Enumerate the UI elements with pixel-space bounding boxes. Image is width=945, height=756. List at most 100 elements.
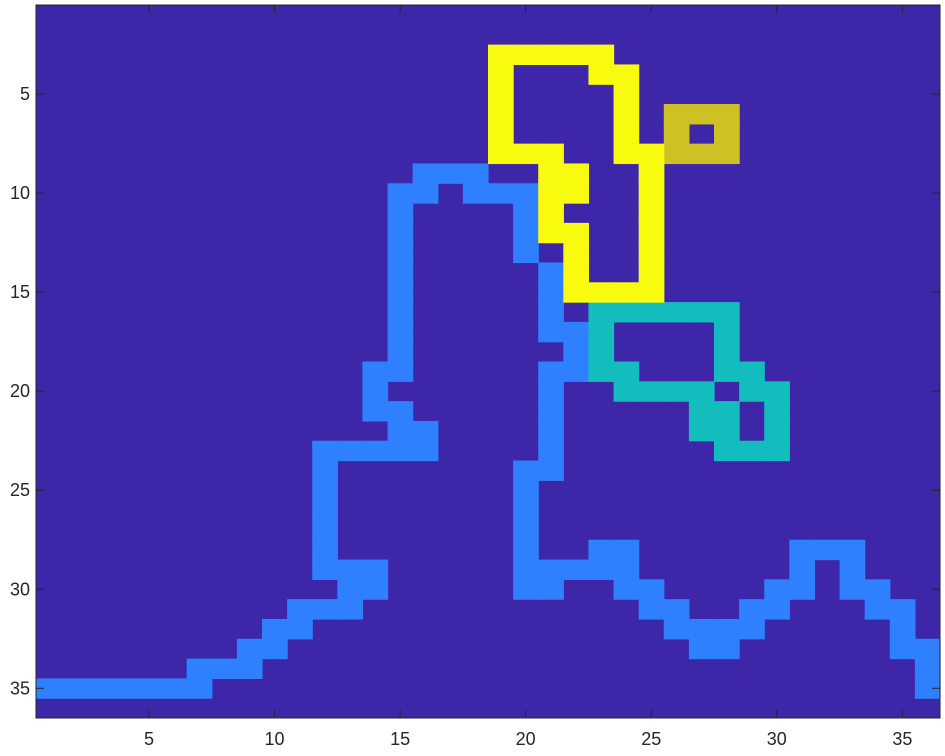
heatmap-cell-value-1 <box>387 361 414 382</box>
heatmap-cell-value-4 <box>538 44 564 66</box>
heatmap-cell-value-4 <box>613 104 640 125</box>
heatmap-cell-value-1 <box>186 678 213 699</box>
heatmap-cell-value-1 <box>387 282 414 303</box>
heatmap-cell-value-4 <box>488 64 514 85</box>
heatmap-cell-value-2 <box>764 440 790 462</box>
heatmap-cell-value-4 <box>563 183 590 204</box>
heatmap-cell-value-2 <box>588 302 615 323</box>
heatmap-cell-value-3 <box>714 143 740 165</box>
heatmap-cell-value-1 <box>513 539 539 561</box>
heatmap-cell-value-1 <box>61 678 87 699</box>
heatmap-cell-value-1 <box>312 539 338 561</box>
heatmap-cell-value-2 <box>638 302 665 323</box>
heatmap-cell-value-1 <box>663 599 690 620</box>
heatmap-cell-value-1 <box>211 658 238 679</box>
heatmap-cell-value-1 <box>412 183 439 204</box>
heatmap-cell-value-1 <box>412 420 439 442</box>
heatmap-cell-value-2 <box>714 440 740 462</box>
heatmap-cell-value-1 <box>387 420 414 442</box>
heatmap-cell-value-1 <box>563 321 590 343</box>
heatmap-cell-value-4 <box>488 143 514 165</box>
heatmap-cell-value-1 <box>136 678 163 699</box>
heatmap-cell-value-1 <box>362 401 389 422</box>
heatmap-cell-value-1 <box>362 579 389 600</box>
heatmap-cell-value-1 <box>889 618 916 640</box>
heatmap-cell-value-1 <box>513 242 539 264</box>
heatmap-cell-value-1 <box>613 559 640 580</box>
heatmap-cell-value-1 <box>462 183 489 204</box>
heatmap-cell-value-1 <box>488 183 514 204</box>
heatmap-cell-value-2 <box>688 302 715 323</box>
heatmap-cell-value-4 <box>563 222 590 244</box>
heatmap-cell-value-1 <box>387 341 414 363</box>
heatmap-cell-value-1 <box>337 440 364 462</box>
heatmap-cell-value-1 <box>538 321 564 343</box>
heatmap-cell-value-1 <box>387 183 414 204</box>
heatmap-cell-value-3 <box>663 123 690 145</box>
heatmap-cell-value-1 <box>814 539 841 561</box>
heatmap-cell-value-1 <box>613 579 640 600</box>
heatmap-cell-value-1 <box>588 539 615 561</box>
heatmap-cell-value-1 <box>513 519 539 541</box>
heatmap-cell-value-3 <box>663 104 690 125</box>
heatmap-cell-value-1 <box>312 460 338 481</box>
heatmap-cell-value-1 <box>914 638 941 660</box>
heatmap-cell-value-1 <box>513 559 539 580</box>
heatmap-cell-value-3 <box>714 123 740 145</box>
x-tick-label: 5 <box>144 729 154 749</box>
heatmap-cell-value-1 <box>513 222 539 244</box>
heatmap-cell-value-2 <box>613 302 640 323</box>
heatmap-cell-value-1 <box>538 579 564 600</box>
heatmap-cell-value-1 <box>889 599 916 620</box>
heatmap-cell-value-4 <box>563 262 590 283</box>
x-axis-ticks: 5 10 15 20 25 30 35 <box>144 5 912 749</box>
heatmap-cell-value-2 <box>764 381 790 402</box>
x-tick-label: 35 <box>892 729 912 749</box>
heatmap-cell-value-1 <box>262 618 288 640</box>
heatmap-cell-value-1 <box>412 163 439 184</box>
heatmap-cell-value-4 <box>563 44 590 66</box>
heatmap-cell-value-1 <box>513 460 539 481</box>
heatmap-cell-value-4 <box>488 84 514 105</box>
heatmap-cell-value-3 <box>714 104 740 125</box>
heatmap-cell-value-3 <box>688 143 715 165</box>
heatmap-cell-value-1 <box>563 559 590 580</box>
heatmap-cell-value-1 <box>387 321 414 343</box>
heatmap-cell-value-1 <box>161 678 188 699</box>
heatmap-cell-value-1 <box>889 638 916 660</box>
heatmap-cell-value-4 <box>638 242 665 264</box>
heatmap-cell-value-1 <box>412 440 439 462</box>
heatmap-cell-value-1 <box>462 163 489 184</box>
heatmap-cell-value-4 <box>613 282 640 303</box>
heatmap-cell-value-4 <box>588 44 615 66</box>
heatmap-cell-value-1 <box>563 341 590 363</box>
heatmap-cell-value-2 <box>714 420 740 442</box>
heatmap-cell-value-1 <box>839 559 866 580</box>
heatmap-cell-value-1 <box>538 440 564 462</box>
heatmap-cell-value-1 <box>337 599 364 620</box>
heatmap-cell-value-1 <box>36 678 62 699</box>
heatmap-cell-value-1 <box>362 559 389 580</box>
y-tick-label: 35 <box>10 678 30 698</box>
heatmap-cell-value-2 <box>588 361 615 382</box>
heatmap-cell-value-1 <box>513 480 539 501</box>
heatmap-cell-value-1 <box>538 381 564 402</box>
heatmap-cell-value-1 <box>663 618 690 640</box>
heatmap-cell-value-1 <box>588 559 615 580</box>
heatmap-cell-value-4 <box>638 183 665 204</box>
heatmap-cell-value-2 <box>663 302 690 323</box>
heatmap-cell-value-2 <box>688 381 715 402</box>
x-tick-label: 15 <box>390 729 410 749</box>
heatmap-cell-value-1 <box>312 480 338 501</box>
heatmap-cell-value-4 <box>613 143 640 165</box>
heatmap-cell-value-4 <box>538 183 564 204</box>
heatmap-cell-value-4 <box>488 44 514 66</box>
heatmap-cell-value-2 <box>739 440 765 462</box>
heatmap-cell-value-1 <box>789 559 816 580</box>
y-tick-label: 25 <box>10 480 30 500</box>
heatmap-cell-value-2 <box>739 361 765 382</box>
heatmap-cell-value-3 <box>688 104 715 125</box>
heatmap-cell-value-1 <box>387 222 414 244</box>
heatmap-cell-value-4 <box>538 163 564 184</box>
